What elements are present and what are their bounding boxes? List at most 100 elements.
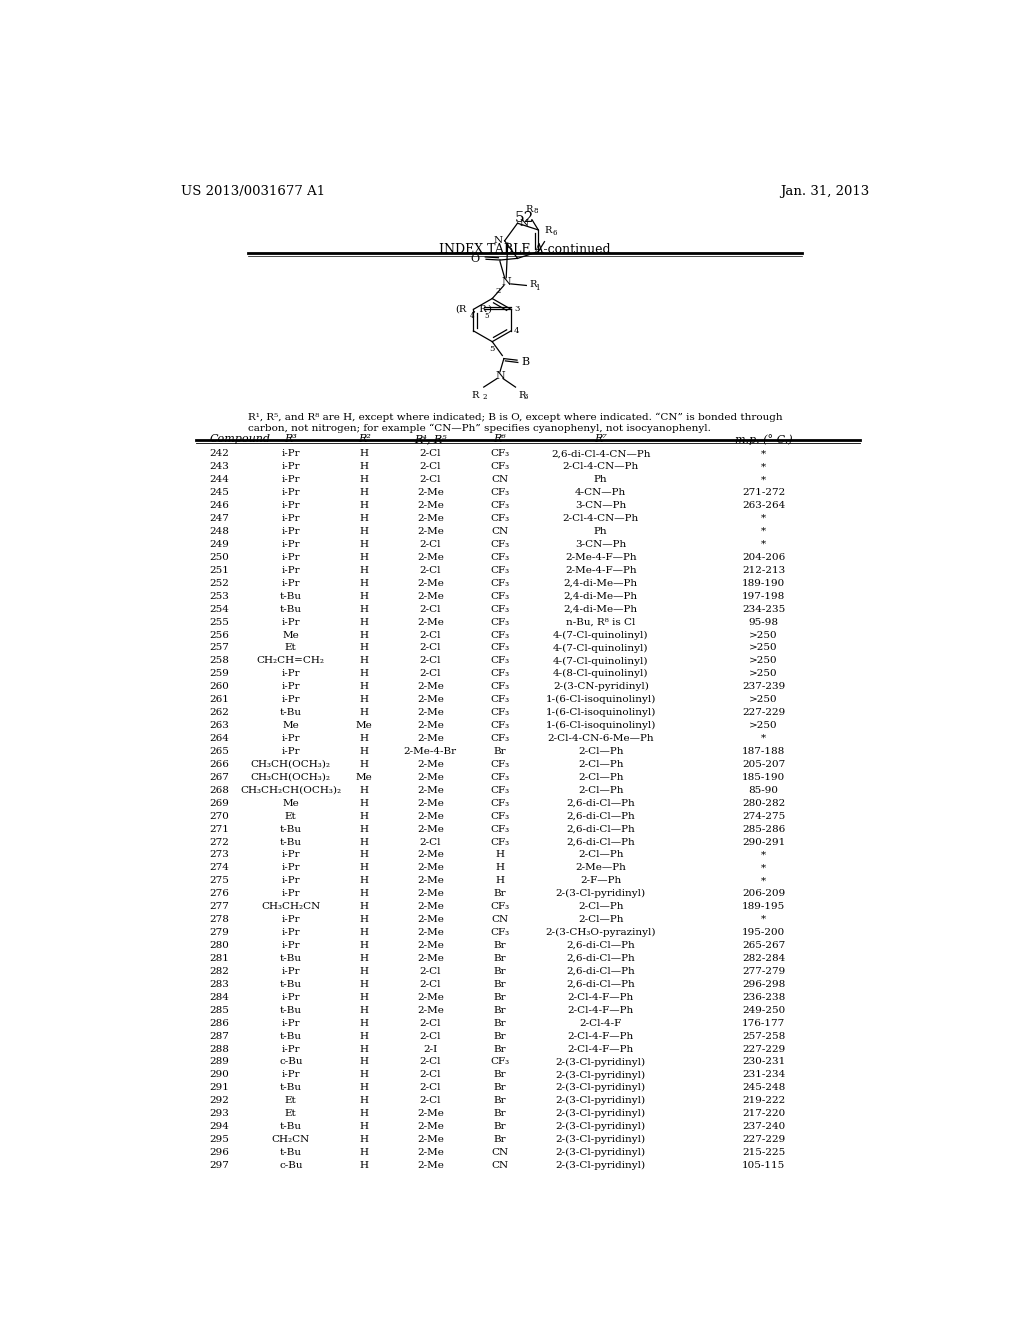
Text: CF₃: CF₃: [490, 605, 510, 614]
Text: 271-272: 271-272: [741, 488, 785, 498]
Text: 2-Me-4-F—Ph: 2-Me-4-F—Ph: [565, 553, 637, 562]
Text: 2-Cl—Ph: 2-Cl—Ph: [578, 774, 624, 781]
Text: 274-275: 274-275: [741, 812, 785, 821]
Text: N: N: [496, 371, 505, 380]
Text: 237-240: 237-240: [741, 1122, 785, 1131]
Text: H: H: [359, 760, 369, 770]
Text: Me: Me: [356, 774, 373, 781]
Text: 256: 256: [209, 631, 229, 640]
Text: H: H: [359, 941, 369, 950]
Text: H: H: [359, 1148, 369, 1158]
Text: 52: 52: [515, 211, 535, 224]
Text: t-Bu: t-Bu: [280, 605, 302, 614]
Text: 2-Me: 2-Me: [417, 774, 443, 781]
Text: 2-Me: 2-Me: [417, 993, 443, 1002]
Text: H: H: [359, 928, 369, 937]
Text: 217-220: 217-220: [741, 1109, 785, 1118]
Text: 1-(6-Cl-isoquinolinyl): 1-(6-Cl-isoquinolinyl): [546, 696, 656, 705]
Text: CF₃: CF₃: [490, 721, 510, 730]
Text: 231-234: 231-234: [741, 1071, 785, 1080]
Text: 2-Cl: 2-Cl: [420, 979, 441, 989]
Text: Ph: Ph: [594, 475, 607, 484]
Text: *: *: [761, 515, 766, 523]
Text: Br: Br: [494, 1019, 506, 1028]
Text: 2,6-di-Cl—Ph: 2,6-di-Cl—Ph: [566, 954, 635, 964]
Text: t-Bu: t-Bu: [280, 954, 302, 964]
Text: 227-229: 227-229: [741, 1044, 785, 1053]
Text: 268: 268: [209, 785, 229, 795]
Text: *: *: [761, 850, 766, 859]
Text: i-Pr: i-Pr: [282, 1019, 300, 1028]
Text: N: N: [519, 219, 528, 228]
Text: H: H: [359, 850, 369, 859]
Text: 95-98: 95-98: [749, 618, 778, 627]
Text: i-Pr: i-Pr: [282, 449, 300, 458]
Text: 4-(8-Cl-quinolinyl): 4-(8-Cl-quinolinyl): [553, 669, 648, 678]
Text: 2-Me: 2-Me: [417, 1135, 443, 1144]
Text: H: H: [359, 903, 369, 911]
Text: CF₃: CF₃: [490, 656, 510, 665]
Text: 287: 287: [209, 1032, 229, 1040]
Text: 2-Cl: 2-Cl: [420, 1019, 441, 1028]
Text: 2-Cl: 2-Cl: [420, 656, 441, 665]
Text: 270: 270: [209, 812, 229, 821]
Text: 2-Me: 2-Me: [417, 850, 443, 859]
Text: R⁷: R⁷: [594, 434, 607, 444]
Text: 5: 5: [484, 313, 488, 321]
Text: 286: 286: [209, 1019, 229, 1028]
Text: 2,6-di-Cl—Ph: 2,6-di-Cl—Ph: [566, 979, 635, 989]
Text: 2-Cl-4-CN-6-Me—Ph: 2-Cl-4-CN-6-Me—Ph: [548, 734, 654, 743]
Text: 260: 260: [209, 682, 229, 692]
Text: 289: 289: [209, 1057, 229, 1067]
Text: 2,6-di-Cl-4-CN—Ph: 2,6-di-Cl-4-CN—Ph: [551, 449, 650, 458]
Text: 296-298: 296-298: [741, 979, 785, 989]
Text: 2-Me: 2-Me: [417, 734, 443, 743]
Text: H: H: [359, 669, 369, 678]
Text: 263: 263: [209, 721, 229, 730]
Text: 295: 295: [209, 1135, 229, 1144]
Text: 2-Cl-4-F—Ph: 2-Cl-4-F—Ph: [567, 1032, 634, 1040]
Text: 2-(3-Cl-pyridinyl): 2-(3-Cl-pyridinyl): [556, 1071, 646, 1080]
Text: Br: Br: [494, 1084, 506, 1093]
Text: 2-Me: 2-Me: [417, 708, 443, 717]
Text: H: H: [359, 708, 369, 717]
Text: 2-(3-Cl-pyridinyl): 2-(3-Cl-pyridinyl): [556, 1109, 646, 1118]
Text: >250: >250: [750, 696, 778, 705]
Text: 2-Me: 2-Me: [417, 553, 443, 562]
Text: 279: 279: [209, 928, 229, 937]
Text: Jan. 31, 2013: Jan. 31, 2013: [779, 185, 869, 198]
Text: 294: 294: [209, 1122, 229, 1131]
Text: 282-284: 282-284: [741, 954, 785, 964]
Text: R: R: [525, 205, 532, 214]
Text: 2-Cl-4-CN—Ph: 2-Cl-4-CN—Ph: [562, 462, 639, 471]
Text: 2-(3-CN-pyridinyl): 2-(3-CN-pyridinyl): [553, 682, 648, 692]
Text: i-Pr: i-Pr: [282, 540, 300, 549]
Text: 2-Me: 2-Me: [417, 527, 443, 536]
Text: 189-195: 189-195: [741, 903, 785, 911]
Text: 278: 278: [209, 915, 229, 924]
Text: B: B: [521, 358, 529, 367]
Text: 2-Me: 2-Me: [417, 928, 443, 937]
Text: 2-Cl—Ph: 2-Cl—Ph: [578, 785, 624, 795]
Text: CH₃CH(OCH₃)₂: CH₃CH(OCH₃)₂: [251, 760, 331, 770]
Text: N: N: [494, 236, 503, 246]
Text: Br: Br: [494, 966, 506, 975]
Text: 2: 2: [496, 288, 501, 296]
Text: 2-Cl: 2-Cl: [420, 644, 441, 652]
Text: 247: 247: [209, 515, 229, 523]
Text: H: H: [359, 618, 369, 627]
Text: 2-Cl: 2-Cl: [420, 1032, 441, 1040]
Text: 246: 246: [209, 502, 229, 511]
Text: R⁶: R⁶: [494, 434, 507, 444]
Text: 285: 285: [209, 1006, 229, 1015]
Text: Br: Br: [494, 1044, 506, 1053]
Text: O: O: [471, 253, 480, 264]
Text: 1-(6-Cl-isoquinolinyl): 1-(6-Cl-isoquinolinyl): [546, 721, 656, 730]
Text: i-Pr: i-Pr: [282, 579, 300, 587]
Text: 2-Me: 2-Me: [417, 721, 443, 730]
Text: H: H: [359, 488, 369, 498]
Text: Me: Me: [283, 721, 299, 730]
Text: 2-Me: 2-Me: [417, 1148, 443, 1158]
Text: 2-Me: 2-Me: [417, 785, 443, 795]
Text: >250: >250: [750, 656, 778, 665]
